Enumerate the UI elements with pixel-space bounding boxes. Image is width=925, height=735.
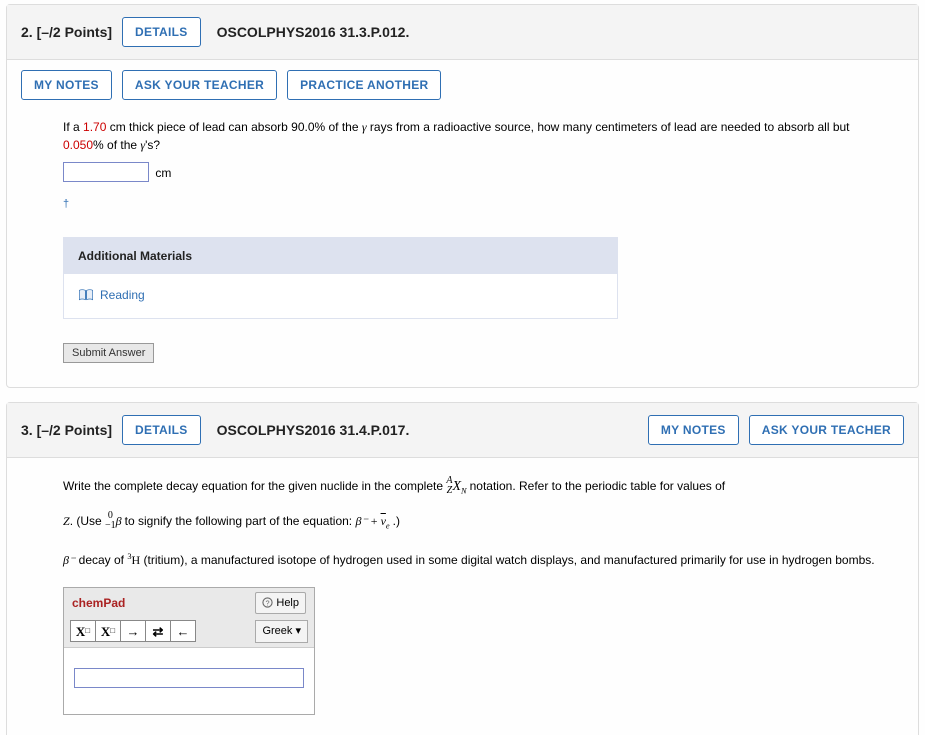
help-button[interactable]: ? Help [255,592,306,615]
ask-teacher-button[interactable]: ASK YOUR TEACHER [749,415,904,445]
given-value-2: 0.050 [63,138,93,152]
superscript-button[interactable]: X□ [95,620,121,642]
greek-button[interactable]: Greek ▾ [255,620,308,643]
question-body: Write the complete decay equation for th… [7,458,918,735]
additional-materials-box: Additional Materials Reading [63,237,618,319]
nuclide-notation: AZXN [446,479,469,493]
action-button-row: MY NOTES ASK YOUR TEACHER PRACTICE ANOTH… [7,60,918,100]
question-text-line3: β⁻ decay of 3H (tritium), a manufactured… [63,551,878,569]
chempad-input[interactable] [74,668,304,688]
book-icon [78,289,94,301]
submit-button[interactable]: Submit Answer [63,343,154,363]
question-2: 2. [–/2 Points] DETAILS OSCOLPHYS2016 31… [6,4,919,388]
question-body: If a 1.70 cm thick piece of lead can abs… [7,100,918,387]
reading-label: Reading [100,286,145,304]
chempad-toolbar: X□ X□ → ⇄ ← [70,620,196,642]
details-button[interactable]: DETAILS [122,17,201,47]
ask-teacher-button[interactable]: ASK YOUR TEACHER [122,70,277,100]
question-number: 2. [–/2 Points] [21,24,112,40]
question-code: OSCOLPHYS2016 31.3.P.012. [217,24,410,40]
my-notes-button[interactable]: MY NOTES [21,70,112,100]
subscript-button[interactable]: X□ [70,620,96,642]
svg-text:?: ? [266,599,270,608]
practice-another-button[interactable]: PRACTICE ANOTHER [287,70,441,100]
question-header: 2. [–/2 Points] DETAILS OSCOLPHYS2016 31… [7,5,918,60]
answer-input[interactable] [63,162,149,182]
question-text-line2: Z. (Use 0−1β to signify the following pa… [63,512,878,533]
question-header: 3. [–/2 Points] DETAILS OSCOLPHYS2016 31… [7,403,918,458]
chevron-down-icon: ▾ [295,625,301,637]
arrow-right-button[interactable]: → [120,620,146,642]
equilibrium-button[interactable]: ⇄ [145,620,171,642]
given-value-1: 1.70 [83,120,106,134]
my-notes-button[interactable]: MY NOTES [648,415,739,445]
question-text: If a 1.70 cm thick piece of lead can abs… [63,118,878,154]
question-text-line1: Write the complete decay equation for th… [63,476,878,498]
footnote-dagger[interactable]: † [63,196,69,213]
chempad-widget: chemPad ? Help X□ X□ → ⇄ ← Greek ▾ [63,587,315,715]
reading-link[interactable]: Reading [78,286,145,304]
question-code: OSCOLPHYS2016 31.4.P.017. [217,422,410,438]
help-icon: ? [262,597,273,608]
answer-unit: cm [155,166,171,180]
additional-materials-header: Additional Materials [64,238,617,274]
details-button[interactable]: DETAILS [122,415,201,445]
question-3: 3. [–/2 Points] DETAILS OSCOLPHYS2016 31… [6,402,919,735]
arrow-left-button[interactable]: ← [170,620,196,642]
question-number: 3. [–/2 Points] [21,422,112,438]
chempad-title: chemPad [72,594,125,612]
